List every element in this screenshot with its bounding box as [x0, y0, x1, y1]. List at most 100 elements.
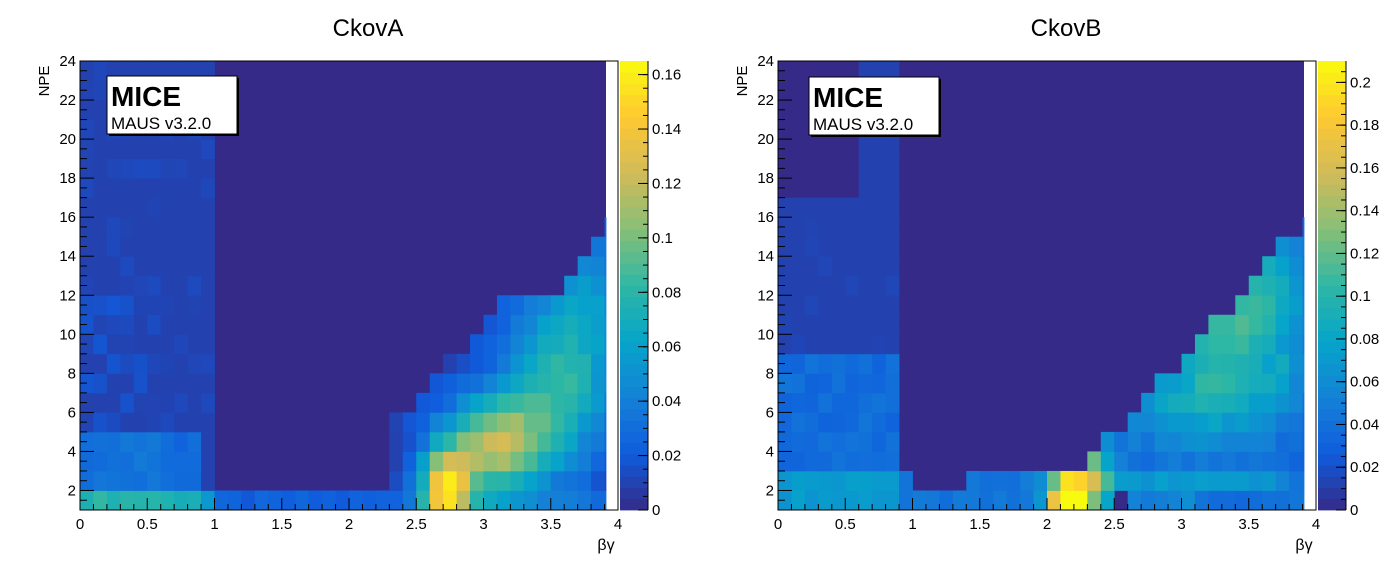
- heatmap-cell: [791, 451, 806, 472]
- heatmap-cell: [564, 431, 579, 452]
- heatmap-cell: [858, 334, 873, 355]
- heatmap-cell: [831, 412, 846, 433]
- heatmap-cell: [537, 353, 552, 374]
- heatmap-cell: [1208, 314, 1223, 335]
- heatmap-cell: [804, 431, 819, 452]
- colorbar-segment: [620, 128, 648, 140]
- heatmap-cell: [443, 353, 457, 374]
- heatmap-cell: [1087, 451, 1102, 472]
- heatmap-cell: [416, 490, 431, 511]
- heatmap-cell: [147, 139, 162, 160]
- heatmap-cell: [885, 373, 900, 394]
- heatmap-cell: [831, 392, 846, 413]
- heatmap-cell: [160, 431, 175, 452]
- heatmap-cell: [483, 451, 498, 472]
- heatmap-cell: [1221, 431, 1236, 452]
- heatmap-cell: [872, 295, 886, 316]
- heatmap-cell: [510, 353, 525, 374]
- heatmap-cell: [496, 412, 511, 433]
- heatmap-cell: [1289, 392, 1303, 413]
- chart-title: CkovA: [333, 15, 404, 42]
- heatmap-cell: [1194, 490, 1209, 511]
- colorbar-segment: [620, 240, 648, 253]
- heatmap-cell: [160, 490, 175, 511]
- colorbar-segment: [1318, 487, 1346, 500]
- heatmap-cell: [791, 197, 806, 218]
- heatmap-cell: [510, 470, 525, 491]
- heatmap-cell: [1248, 295, 1263, 316]
- heatmap-cell: [174, 412, 188, 433]
- colorbar-segment: [1318, 319, 1346, 331]
- y-tick-label: 18: [59, 170, 76, 187]
- heatmap-cell: [93, 275, 108, 296]
- heatmap-cell: [1221, 490, 1236, 511]
- heatmap-cell: [443, 451, 457, 472]
- colorbar-segment: [620, 139, 648, 152]
- colorbar-segment: [620, 386, 648, 399]
- heatmap-cell: [416, 451, 431, 472]
- heatmap-cell: [160, 197, 175, 218]
- colorbar-segment: [620, 218, 648, 230]
- colorbar-tick-label: 0.16: [1350, 160, 1379, 177]
- heatmap-cell: [147, 295, 162, 316]
- heatmap-cell: [858, 392, 873, 413]
- y-tick-label: 12: [59, 287, 76, 304]
- heatmap-cell: [1221, 412, 1236, 433]
- x-tick-label: 0: [774, 516, 782, 533]
- heatmap-cell: [537, 334, 552, 355]
- heatmap-cell: [147, 217, 162, 238]
- heatmap-cell: [831, 275, 846, 296]
- heatmap-cell: [147, 314, 162, 335]
- heatmap-cell: [1073, 470, 1088, 491]
- colorbar-segment: [620, 274, 648, 286]
- heatmap-cell: [831, 334, 846, 355]
- heatmap-cell: [1248, 412, 1263, 433]
- heatmap-cell: [160, 139, 175, 160]
- heatmap-cell: [483, 490, 498, 511]
- heatmap-cell: [93, 412, 108, 433]
- x-tick-label: 3.5: [540, 516, 561, 533]
- heatmap-cell: [966, 470, 981, 491]
- heatmap-cell: [831, 314, 846, 335]
- x-tick-label: 2.5: [406, 516, 427, 533]
- heatmap-cell: [1100, 451, 1115, 472]
- heatmap-cell: [201, 490, 215, 511]
- colorbar-segment: [620, 397, 648, 410]
- heatmap-cell: [1100, 431, 1115, 452]
- heatmap-cell: [818, 217, 833, 238]
- heatmap-cell: [106, 158, 121, 179]
- y-tick-label: 8: [68, 365, 76, 382]
- heatmap-cell: [577, 490, 592, 511]
- heatmap-cell: [858, 295, 873, 316]
- heatmap-cell: [201, 256, 215, 277]
- colorbar-segment: [1318, 420, 1346, 432]
- heatmap-cell: [604, 236, 607, 257]
- heatmap-cell: [845, 334, 860, 355]
- heatmap-cell: [1154, 431, 1169, 452]
- heatmap-cell: [872, 236, 886, 257]
- heatmap-cell: [577, 373, 592, 394]
- heatmap-cell: [1141, 470, 1155, 491]
- heatmap-cell: [120, 470, 135, 491]
- heatmap-cell: [804, 470, 819, 491]
- heatmap-cell: [1168, 431, 1182, 452]
- stamp-box: [106, 75, 238, 135]
- heatmap-cell: [483, 373, 498, 394]
- heatmap-cell: [1194, 431, 1209, 452]
- chart-title: CkovB: [1031, 15, 1102, 42]
- heatmap-cell: [1181, 490, 1196, 511]
- heatmap-cell: [858, 373, 873, 394]
- heatmap-cell: [831, 490, 846, 511]
- heatmap-cell: [872, 158, 886, 179]
- heatmap-cell: [1248, 334, 1263, 355]
- heatmap-cell: [604, 431, 607, 452]
- heatmap-cell: [604, 470, 607, 491]
- heatmap-cell: [201, 334, 215, 355]
- y-tick-label: 4: [68, 443, 76, 460]
- heatmap-cell: [147, 353, 162, 374]
- heatmap-cell: [187, 314, 202, 335]
- colorbar-segment: [1318, 251, 1346, 264]
- heatmap-cell: [147, 236, 162, 257]
- heatmap-cell: [402, 412, 417, 433]
- heatmap-cell: [1275, 314, 1290, 335]
